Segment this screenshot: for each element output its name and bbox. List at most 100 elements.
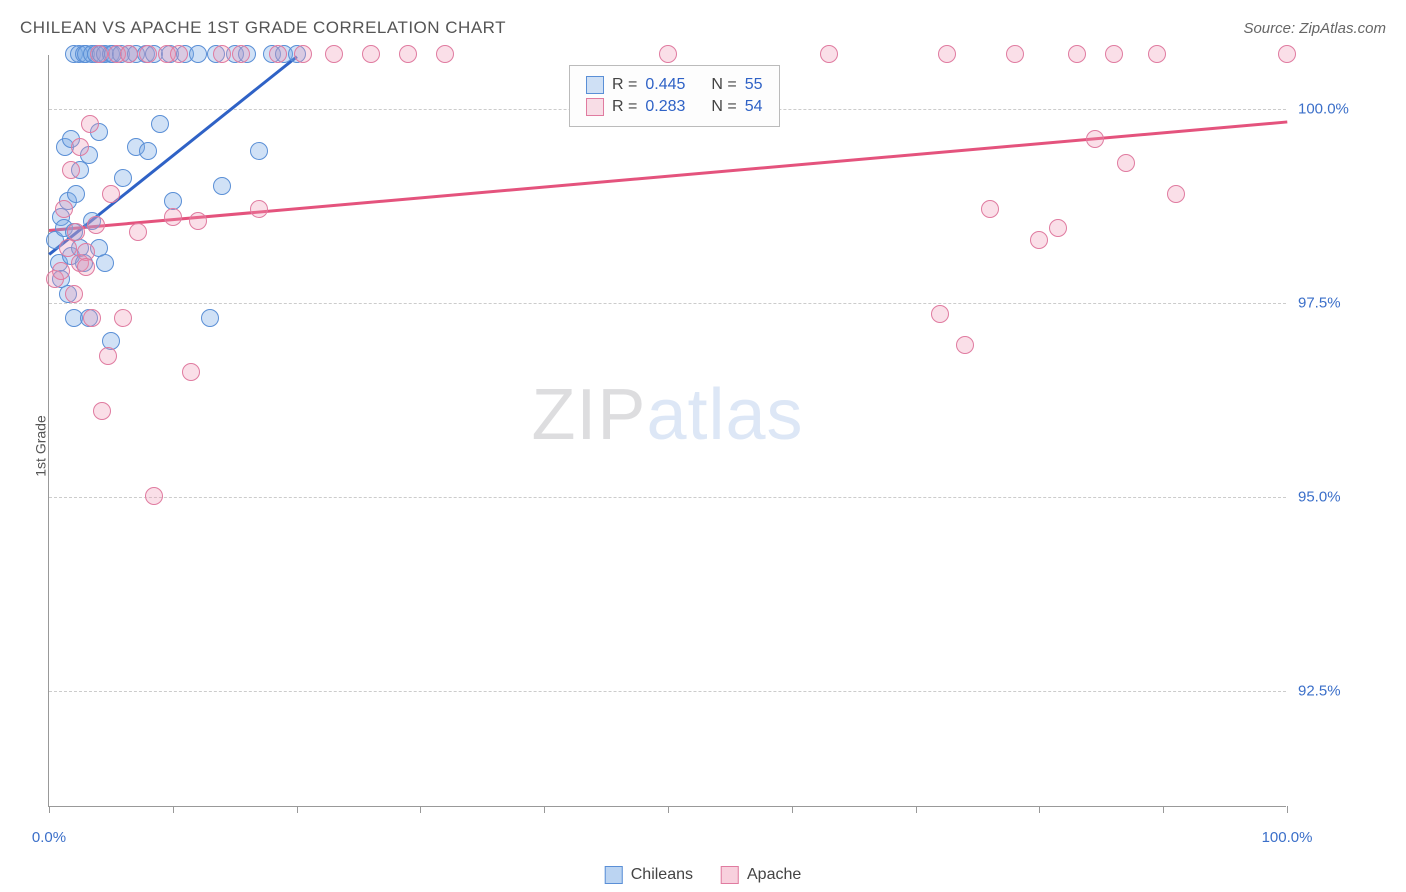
legend-r-label: R =: [612, 98, 637, 116]
data-point: [250, 142, 268, 160]
legend-n-value: 55: [745, 76, 763, 94]
data-point: [99, 347, 117, 365]
data-point: [67, 223, 85, 241]
data-point: [232, 45, 250, 63]
data-point: [52, 262, 70, 280]
y-tick-label: 97.5%: [1298, 295, 1378, 312]
legend-n-label: N =: [711, 98, 736, 116]
legend-r-label: R =: [612, 76, 637, 94]
data-point: [213, 177, 231, 195]
x-tick: [1163, 806, 1164, 813]
stats-legend-row: R = 0.445 N = 55: [586, 74, 763, 96]
data-point: [67, 185, 85, 203]
gridline: [49, 497, 1286, 498]
data-point: [820, 45, 838, 63]
data-point: [189, 212, 207, 230]
scatter-chart: ZIPatlas 92.5%95.0%97.5%100.0%0.0%100.0%…: [48, 55, 1286, 807]
data-point: [1086, 130, 1104, 148]
data-point: [96, 254, 114, 272]
data-point: [139, 45, 157, 63]
data-point: [201, 309, 219, 327]
legend-swatch: [586, 76, 604, 94]
data-point: [362, 45, 380, 63]
legend-swatch: [605, 866, 623, 884]
data-point: [1030, 231, 1048, 249]
data-point: [213, 45, 231, 63]
legend-r-value: 0.445: [645, 76, 685, 94]
data-point: [956, 336, 974, 354]
data-point: [77, 258, 95, 276]
x-tick: [49, 806, 50, 813]
x-tick: [544, 806, 545, 813]
x-tick: [668, 806, 669, 813]
chart-header: CHILEAN VS APACHE 1ST GRADE CORRELATION …: [20, 18, 1386, 38]
data-point: [1006, 45, 1024, 63]
data-point: [87, 216, 105, 234]
legend-item: Chileans: [605, 866, 693, 884]
legend-label: Apache: [747, 866, 801, 884]
data-point: [931, 305, 949, 323]
data-point: [269, 45, 287, 63]
data-point: [399, 45, 417, 63]
data-point: [59, 239, 77, 257]
x-tick-label: 0.0%: [32, 829, 66, 846]
x-tick: [1287, 806, 1288, 813]
data-point: [436, 45, 454, 63]
y-tick-label: 100.0%: [1298, 101, 1378, 118]
x-tick: [916, 806, 917, 813]
data-point: [114, 169, 132, 187]
legend-swatch: [721, 866, 739, 884]
data-point: [139, 142, 157, 160]
data-point: [55, 200, 73, 218]
data-point: [90, 45, 108, 63]
y-tick-label: 92.5%: [1298, 682, 1378, 699]
data-point: [1167, 185, 1185, 203]
y-tick-label: 95.0%: [1298, 488, 1378, 505]
legend-bottom: Chileans Apache: [605, 866, 802, 884]
data-point: [145, 487, 163, 505]
x-tick: [420, 806, 421, 813]
data-point: [71, 138, 89, 156]
data-point: [250, 200, 268, 218]
x-tick: [792, 806, 793, 813]
data-point: [189, 45, 207, 63]
legend-n-label: N =: [711, 76, 736, 94]
gridline: [49, 303, 1286, 304]
stats-legend: R = 0.445 N = 55 R = 0.283 N = 54: [569, 65, 780, 127]
x-tick: [173, 806, 174, 813]
watermark: ZIPatlas: [531, 374, 803, 456]
legend-item: Apache: [721, 866, 801, 884]
x-tick: [297, 806, 298, 813]
data-point: [151, 115, 169, 133]
data-point: [129, 223, 147, 241]
data-point: [164, 208, 182, 226]
x-tick: [1039, 806, 1040, 813]
chart-title: CHILEAN VS APACHE 1ST GRADE CORRELATION …: [20, 18, 506, 38]
data-point: [93, 402, 111, 420]
data-point: [1148, 45, 1166, 63]
data-point: [294, 45, 312, 63]
data-point: [1117, 154, 1135, 172]
data-point: [938, 45, 956, 63]
data-point: [981, 200, 999, 218]
legend-label: Chileans: [631, 866, 693, 884]
data-point: [1105, 45, 1123, 63]
data-point: [65, 285, 83, 303]
data-point: [62, 161, 80, 179]
data-point: [81, 115, 99, 133]
data-point: [102, 185, 120, 203]
data-point: [170, 45, 188, 63]
gridline: [49, 691, 1286, 692]
data-point: [1049, 219, 1067, 237]
data-point: [1068, 45, 1086, 63]
data-point: [83, 309, 101, 327]
y-axis-label: 1st Grade: [33, 415, 49, 476]
data-point: [1278, 45, 1296, 63]
legend-n-value: 54: [745, 98, 763, 116]
data-point: [325, 45, 343, 63]
legend-swatch: [586, 98, 604, 116]
legend-r-value: 0.283: [645, 98, 685, 116]
data-point: [120, 45, 138, 63]
stats-legend-row: R = 0.283 N = 54: [586, 96, 763, 118]
x-tick-label: 100.0%: [1262, 829, 1313, 846]
